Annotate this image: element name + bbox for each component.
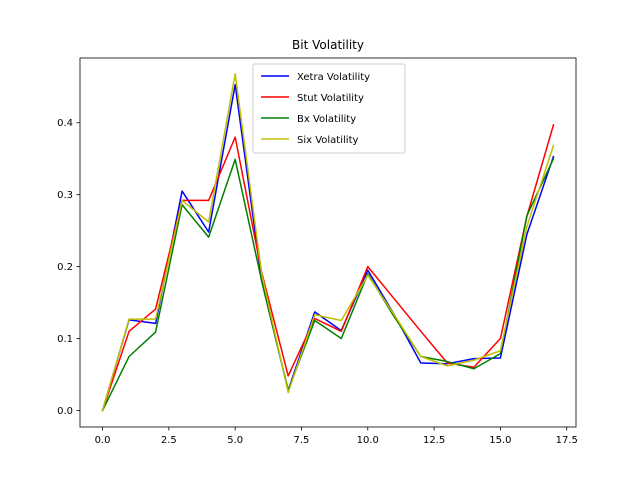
chart-title: Bit Volatility [292,38,364,52]
legend-label-2: Stut Volatility [297,93,364,104]
y-tick-label: 0.3 [57,190,73,201]
x-tick-label: 12.5 [423,435,445,446]
x-tick-label: 10.0 [357,435,379,446]
legend: Xetra Volatility Stut Volatility Bx Volati… [252,63,406,154]
x-tick-label: 0.0 [95,435,111,446]
y-tick-label: 0.4 [57,118,73,129]
legend-label-4: Six Volatility [297,135,358,146]
axes-frame [79,57,577,428]
series-line-3 [101,157,555,412]
plot-area [101,73,555,412]
x-tick-label: 2.5 [161,435,177,446]
axes: 0.0 2.5 5.0 7.5 10.0 12.5 15.0 17.5 0.0 0.1 0.2 0.3… [57,57,578,446]
y-tick-label: 0.0 [57,406,73,417]
y-tick-label: 0.2 [57,262,73,273]
legend-label-3: Bx Volatility [297,114,356,125]
y-tick-label: 0.1 [57,334,73,345]
series-line-4 [101,73,555,412]
x-tick-label: 7.5 [294,435,310,446]
legend-label-1: Xetra Volatility [297,72,370,83]
x-tick-label: 5.0 [227,435,243,446]
legend-box [252,63,406,154]
x-tick-label: 15.0 [489,435,511,446]
x-tick-label: 17.5 [556,435,578,446]
